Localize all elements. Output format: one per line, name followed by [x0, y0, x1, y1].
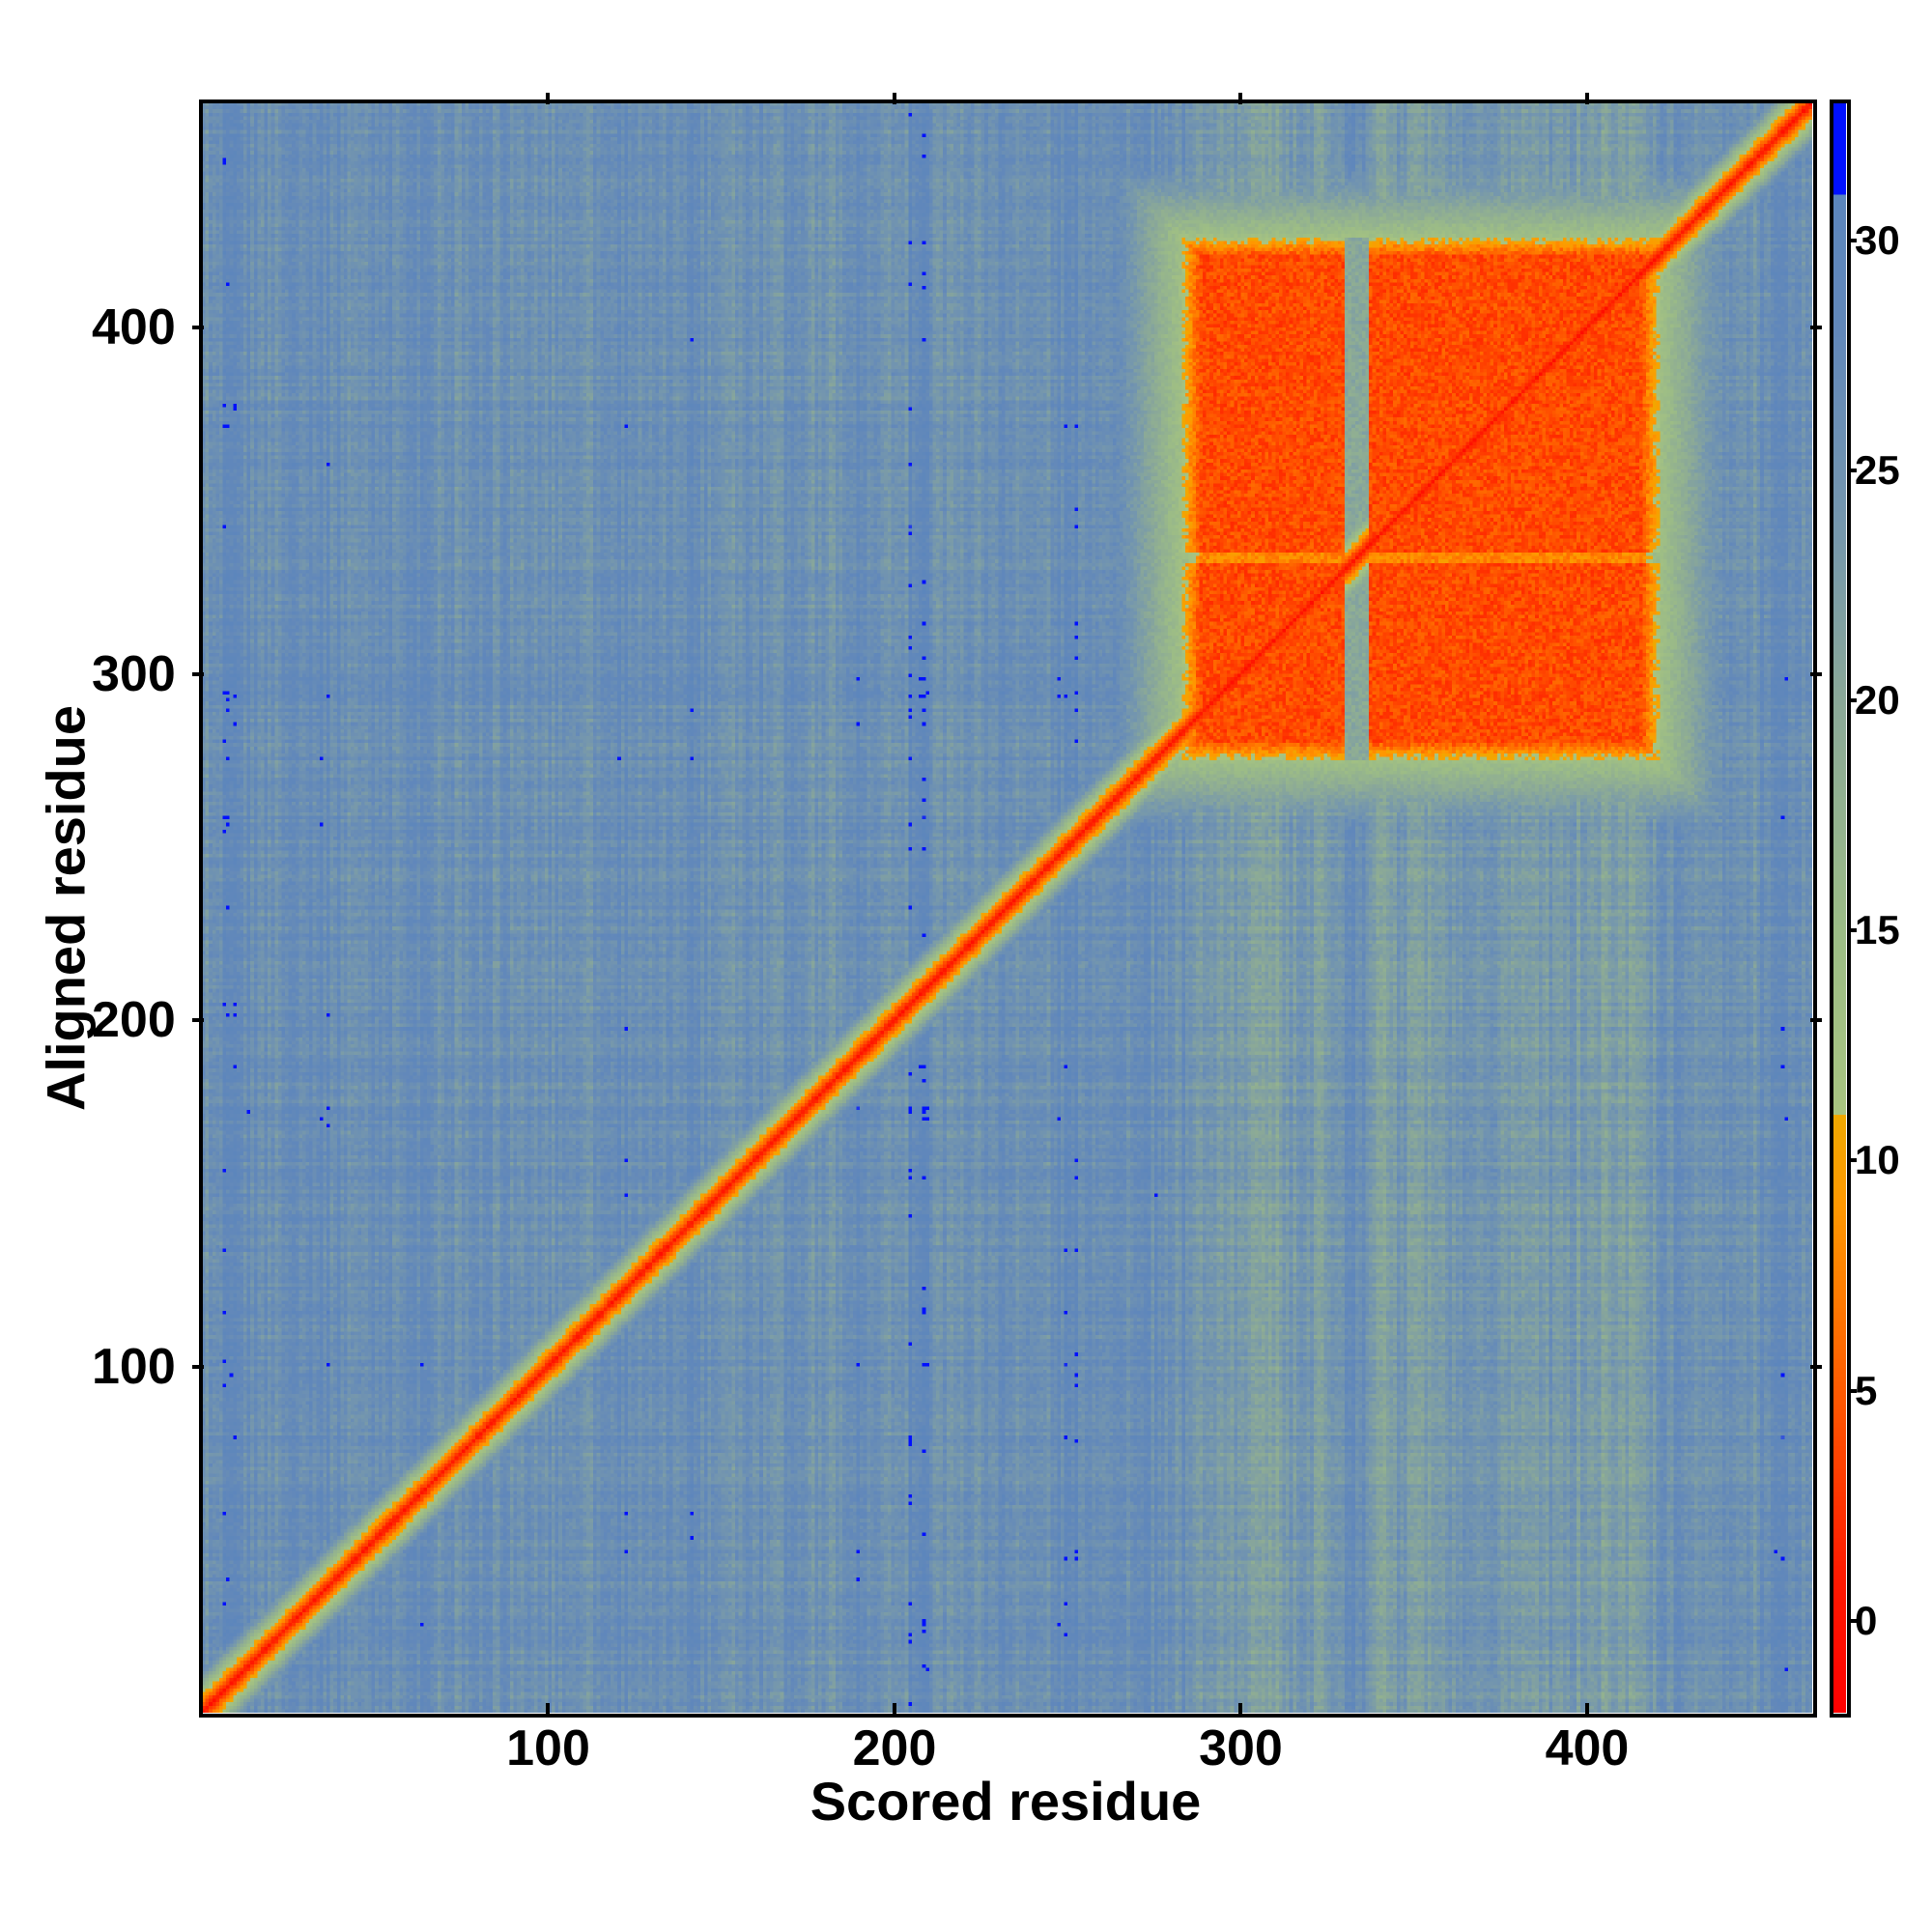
- colorbar-tick: [1849, 698, 1857, 703]
- heatmap-cells: [202, 102, 1812, 1713]
- colorbar-tick: [1849, 928, 1857, 933]
- x-tick-label: 100: [506, 1720, 590, 1776]
- colorbar-tick-label: 25: [1855, 447, 1900, 494]
- colorbar-tick-label: 15: [1855, 907, 1900, 953]
- y-tick-left: [192, 1364, 204, 1369]
- y-tick-label: 200: [92, 992, 176, 1048]
- y-tick-right: [1810, 1018, 1822, 1022]
- x-tick-label: 400: [1545, 1720, 1630, 1776]
- colorbar-tick: [1849, 1388, 1857, 1393]
- y-tick-left: [192, 326, 204, 330]
- x-tick-bottom: [546, 1703, 551, 1715]
- y-tick-right: [1810, 326, 1822, 330]
- y-tick-left: [192, 1018, 204, 1022]
- colorbar-tick-label: 30: [1855, 216, 1900, 263]
- x-axis-label: Scored residue: [810, 1771, 1202, 1832]
- x-tick-top: [546, 93, 551, 104]
- x-tick-bottom: [892, 1703, 896, 1715]
- y-axis-label: Aligned residue: [35, 704, 97, 1112]
- colorbar-tick: [1849, 1158, 1857, 1163]
- colorbar-tick-label: 0: [1855, 1597, 1878, 1643]
- colorbar-tick: [1849, 469, 1857, 473]
- y-tick-right: [1810, 671, 1822, 676]
- y-tick-label: 100: [92, 1338, 176, 1395]
- colorbar-tick-label: 20: [1855, 677, 1900, 724]
- x-tick-label: 200: [852, 1720, 937, 1776]
- x-tick-bottom: [1238, 1703, 1243, 1715]
- colorbar-tick: [1849, 1618, 1857, 1623]
- colorbar-frame: [1830, 99, 1851, 1718]
- colorbar-tick: [1849, 238, 1857, 242]
- y-tick-label: 400: [92, 299, 176, 356]
- y-tick-label: 300: [92, 645, 176, 702]
- y-tick-left: [192, 671, 204, 676]
- y-tick-right: [1810, 1364, 1822, 1369]
- x-tick-top: [1238, 93, 1243, 104]
- plot-frame: [199, 99, 1817, 1718]
- colorbar-tick-label: 5: [1855, 1367, 1878, 1413]
- colorbar: [1833, 102, 1846, 1713]
- x-tick-top: [892, 93, 896, 104]
- x-tick-label: 300: [1199, 1720, 1283, 1776]
- x-tick-top: [1584, 93, 1589, 104]
- x-tick-bottom: [1584, 1703, 1589, 1715]
- colorbar-tick-label: 10: [1855, 1137, 1900, 1183]
